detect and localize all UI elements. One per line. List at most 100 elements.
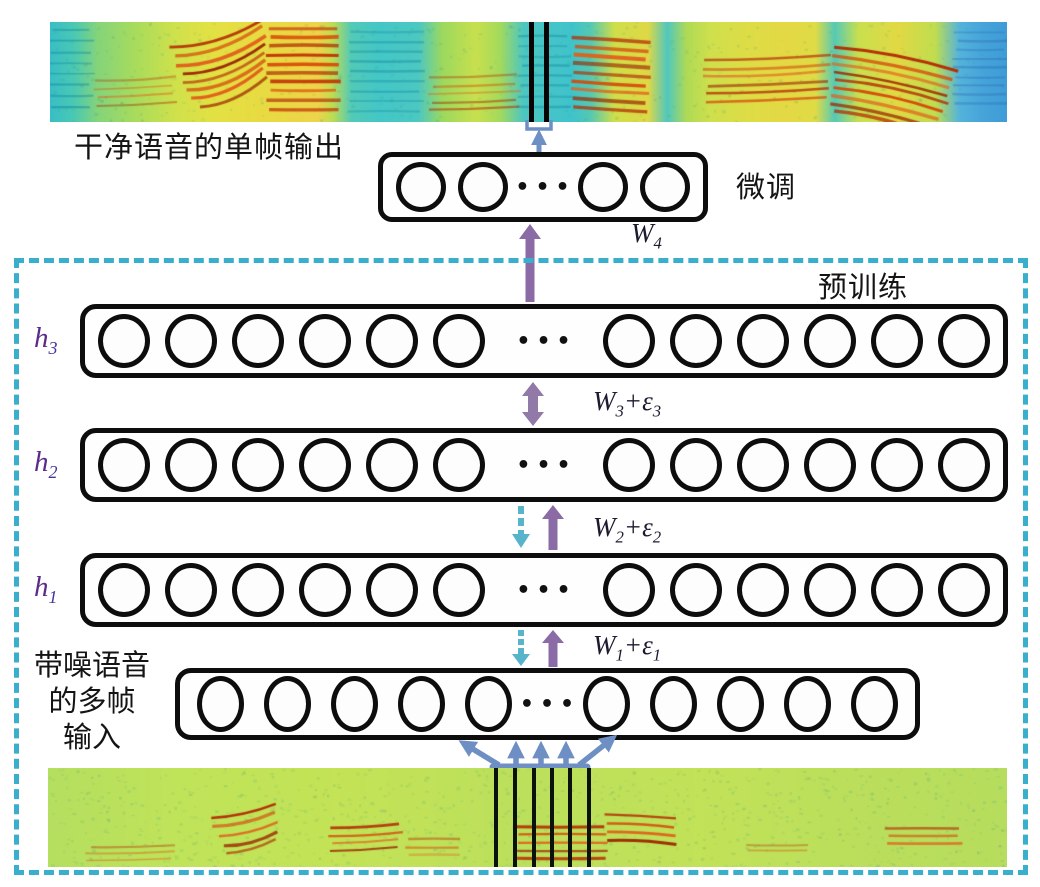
h1-label: h1 [34,571,57,608]
neuron-node [603,438,655,492]
h1-nodes-right [603,563,990,617]
dashed-down-arrow-icon [512,506,530,548]
neuron-node [804,438,856,492]
neuron-node [737,314,789,368]
w3-base: W [593,386,616,416]
neuron-node [583,676,630,732]
neuron-node [299,563,351,617]
neuron-node [98,438,150,492]
w3-weight-label: W3+ε3 [593,386,661,421]
h1-nodes-left [98,563,485,617]
up-arrow-icon [542,630,564,667]
noisy-frame-marker [550,768,554,867]
noisy-frame-marker [568,768,572,867]
w3-eps: ε [642,386,653,416]
neuron-node [165,314,217,368]
neuron-node [396,162,446,212]
neuron-node [299,314,351,368]
h3-nodes-right [603,314,990,368]
neuron-node [938,314,990,368]
neuron-node [670,563,722,617]
h2-label: h2 [34,446,57,483]
neuron-node [331,676,378,732]
w1-weight-label: W1+ε1 [593,630,661,665]
neuron-node [232,314,284,368]
h1-sub: 1 [48,586,58,607]
ellipsis-dots: ••• [516,328,577,354]
neuron-node [433,438,485,492]
hidden-layer-h1: ••• [80,553,1008,627]
w3-sub: 3 [615,401,624,421]
neuron-node [603,314,655,368]
neuron-node [871,438,923,492]
noisy-input-label: 带噪语音 的多帧 输入 [16,648,168,756]
up-arrow-icon [519,224,541,302]
h1-name: h [34,571,49,603]
ellipsis-dots: ••• [516,452,577,478]
neuron-node [366,314,418,368]
noisy-input-line2: 的多帧 [48,686,136,718]
neuron-node [299,438,351,492]
h3-sub: 3 [48,337,58,358]
noisy-speech-spectrogram [48,768,1007,867]
finetune-label: 微调 [736,172,797,204]
neuron-node [851,676,898,732]
neuron-node [871,563,923,617]
w2-weight-label: W2+ε2 [593,512,661,547]
clean-speech-spectrogram [50,22,1007,122]
input-nodes-right [583,676,898,732]
noisy-frame-marker [587,768,591,867]
h2-nodes-left [98,438,485,492]
neuron-node [784,676,831,732]
w1-plus: + [623,630,643,660]
ellipsis-dots: ••• [515,174,576,200]
w1-eps-sub: 1 [652,645,662,665]
neuron-node [650,676,697,732]
input-layer: ••• [175,668,920,740]
neuron-node [165,438,217,492]
neuron-node [804,314,856,368]
noisy-frame-marker [494,768,498,867]
neuron-node [433,563,485,617]
hidden-layer-h3: ••• [80,304,1008,378]
h3-nodes-left [98,314,485,368]
input-nodes-left [197,676,512,732]
h2-name: h [34,446,49,478]
w1-sub: 1 [615,645,624,665]
clean-output-label: 干净语音的单帧输出 [74,132,345,164]
noisy-frame-marker [532,768,536,867]
neuron-node [804,563,856,617]
neuron-node [232,563,284,617]
neuron-node [670,314,722,368]
neuron-node [578,162,628,212]
up-arrow-icon [542,505,564,550]
pretrain-box [14,258,1028,875]
w2-base: W [593,512,616,542]
clean-frame-marker-right [544,22,549,122]
h3-label: h3 [34,322,57,359]
neuron-node [458,162,508,212]
w4-weight-label: W4 [631,218,662,253]
neuron-node [938,563,990,617]
h2-nodes-right [603,438,990,492]
fan-arrows-icon [458,734,618,771]
w4-sub: 4 [653,233,662,253]
ellipsis-dots: ••• [519,691,581,717]
noisy-frame-marker [513,768,517,867]
neuron-node [165,563,217,617]
ellipsis-dots: ••• [516,577,577,603]
neuron-node [603,563,655,617]
neuron-node [938,438,990,492]
neuron-node [640,162,690,212]
neuron-node [398,676,445,732]
h3-name: h [34,322,49,354]
w1-eps: ε [642,630,653,660]
h2-sub: 2 [48,461,58,482]
updown-arrow-pair-icon [512,505,564,550]
neuron-node [98,563,150,617]
neuron-node [670,438,722,492]
noisy-input-line1: 带噪语音 [33,650,150,682]
output-nodes-left [396,162,508,212]
neuron-node [465,676,512,732]
